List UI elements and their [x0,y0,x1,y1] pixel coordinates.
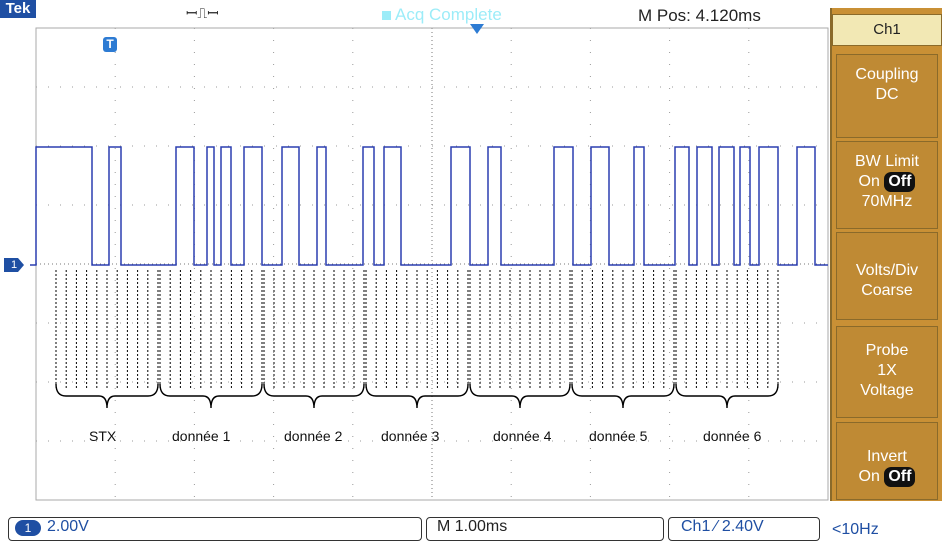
byte-label: donnée 5 [589,428,648,444]
channel-badge: 1 [15,520,41,536]
invert-label: Invert [866,448,907,465]
byte-braces [55,383,779,409]
byte-label: donnée 3 [381,428,440,444]
acq-indicator-icon [382,11,391,20]
trigger-position-icon [470,24,484,34]
bw-limit-value: 70MHz [861,193,913,210]
menu-title: Ch1 [832,14,942,46]
acq-status-text: Acq Complete [395,5,502,24]
invert-button[interactable]: Invert On Off [836,422,938,500]
byte-brace [159,383,263,409]
trigger-box: Ch1 ⁄ 2.40V [668,517,820,541]
probe-button[interactable]: Probe 1X Voltage [836,326,938,418]
bw-limit-on: On [858,173,880,190]
byte-label: donnée 2 [284,428,343,444]
byte-label: donnée 4 [493,428,552,444]
trigger-status-icon: ꟷ⎍ꟷ [186,5,219,21]
probe-mode: Voltage [860,382,914,399]
coupling-value: DC [875,86,899,103]
main-position-readout: M Pos: 4.120ms [638,6,761,25]
coupling-button[interactable]: Coupling DC [836,54,938,138]
volts-div-label: Volts/Div [855,262,919,279]
byte-label: donnée 1 [172,428,231,444]
invert-on: On [858,468,880,485]
invert-off: Off [884,467,916,487]
byte-label: STX [89,428,117,444]
byte-brace [469,383,571,409]
frequency-readout: <10Hz [832,521,879,538]
byte-label: donnée 6 [703,428,762,444]
graticule [35,27,829,501]
probe-value: 1X [877,362,897,379]
bottom-status-bar: 1 2.00V M 1.00ms Ch1 ⁄ 2.40V <10Hz [0,515,944,543]
ch1-side-menu: Ch1 Coupling DC BW Limit On Off 70MHz Vo… [830,8,942,501]
timebase-box: M 1.00ms [426,517,664,541]
bw-limit-label: BW Limit [855,153,919,170]
probe-label: Probe [865,342,909,359]
top-status-bar: Tek ꟷ⎍ꟷ Acq Complete M Pos: 4.120ms [0,0,830,26]
timebase-readout: M 1.00ms [437,518,508,535]
trigger-readout: Ch1 ⁄ 2.40V [681,518,764,535]
trigger-point-marker: T [103,37,117,52]
volts-readout: 2.00V [47,518,89,535]
volts-div-value: Coarse [861,282,913,299]
channel-scale-box: 1 2.00V [8,517,422,541]
byte-brace [365,383,469,409]
bw-limit-off: Off [884,172,916,192]
waveform-display [30,27,829,501]
byte-brace [675,383,779,409]
ch1-trace [30,146,828,266]
byte-brace [55,383,159,409]
volts-div-button[interactable]: Volts/Div Coarse [836,232,938,320]
ch1-ground-marker: 1 [4,258,24,272]
acquisition-status: Acq Complete [382,5,502,25]
coupling-label: Coupling [855,66,919,83]
byte-brace [571,383,675,409]
byte-brace [263,383,365,409]
brand-logo: Tek [0,0,36,18]
bw-limit-button[interactable]: BW Limit On Off 70MHz [836,141,938,229]
